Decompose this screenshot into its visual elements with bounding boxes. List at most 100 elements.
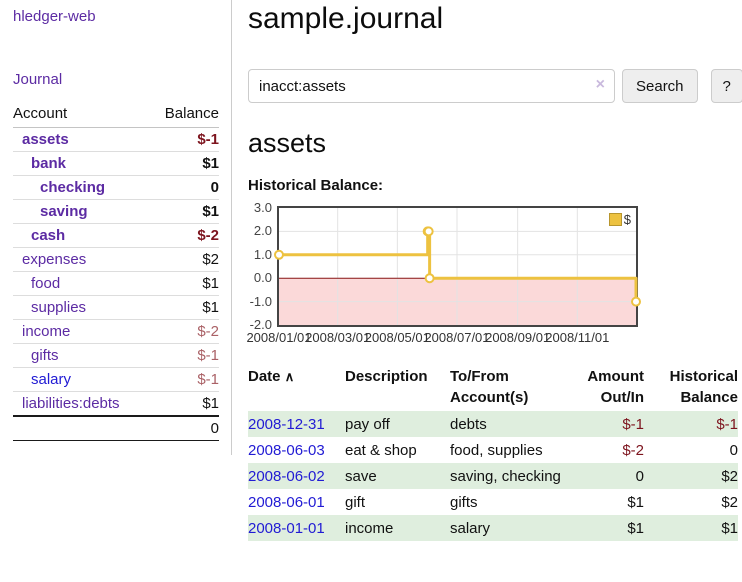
transaction-balance: $2	[721, 468, 738, 485]
account-link-bank[interactable]: bank	[31, 155, 67, 172]
account-balance: $-2	[151, 223, 219, 248]
x-axis-tick-label: 2008/09/01	[485, 330, 551, 345]
account-balance: $-1	[151, 367, 219, 392]
register-header-row: Date ∧ Description To/From Account(s) Am…	[248, 366, 738, 411]
account-row-gifts: gifts $-1	[13, 343, 219, 368]
search-button[interactable]: Search	[622, 69, 698, 103]
account-row-liabilities-debts: liabilities:debts $1	[13, 391, 219, 416]
account-row-checking: checking 0	[13, 175, 219, 200]
sidebar: hledger-web Journal Account Balance asse…	[0, 0, 232, 455]
account-balance: $1	[151, 151, 219, 176]
account-link-cash[interactable]: cash	[31, 227, 66, 244]
balance-column-header: Balance	[151, 105, 219, 128]
balance-column-header: Historical Balance	[669, 368, 738, 406]
account-link-assets[interactable]: assets	[22, 131, 69, 148]
help-button[interactable]: ?	[710, 69, 742, 103]
transaction-balance: $2	[721, 494, 738, 511]
search-input[interactable]	[248, 69, 615, 103]
account-row-bank: bank $1	[13, 151, 219, 176]
clear-search-icon[interactable]: ×	[595, 76, 605, 93]
account-link-expenses[interactable]: expenses	[22, 251, 87, 268]
account-balance: $1	[151, 271, 219, 296]
register-row: 2008-06-01 gift gifts $1 $2	[248, 489, 738, 515]
x-axis-tick-label: 2008/01/01	[246, 330, 312, 345]
sort-ascending-icon: ∧	[284, 369, 295, 384]
transaction-accounts: gifts	[450, 494, 478, 511]
account-row-salary: salary $-1	[13, 367, 219, 392]
register-table: Date ∧ Description To/From Account(s) Am…	[248, 366, 738, 541]
account-row-cash: cash $-2	[13, 223, 219, 248]
transaction-description: income	[345, 520, 394, 537]
account-balance: 0	[151, 175, 219, 200]
account-balance: $-2	[151, 319, 219, 344]
account-link-food[interactable]: food	[31, 275, 61, 292]
transaction-date-link[interactable]: 2008-06-01	[248, 494, 325, 511]
register-row: 2008-01-01 income salary $1 $1	[248, 515, 738, 541]
date-column-header[interactable]: Date ∧	[248, 368, 295, 385]
transaction-accounts: debts	[450, 416, 487, 433]
account-column-header: Account	[13, 105, 151, 128]
legend-label: $	[623, 212, 631, 227]
chart-plot-area: $	[274, 206, 641, 327]
account-link-liabilities-debts[interactable]: liabilities:debts	[22, 395, 120, 412]
transaction-amount: $-2	[622, 442, 644, 459]
main-content: sample.journal × Search ? assets Histori…	[246, 0, 742, 541]
account-row-supplies: supplies $1	[13, 295, 219, 320]
account-row-income: income $-2	[13, 319, 219, 344]
account-page-title: assets	[248, 128, 327, 158]
account-balance: $-1	[151, 127, 219, 152]
account-link-salary[interactable]: salary	[31, 371, 72, 388]
transaction-description: save	[345, 468, 377, 485]
account-balance: $1	[151, 391, 219, 416]
register-row: 2008-12-31 pay off debts $-1 $-1	[248, 411, 738, 437]
x-axis-tick-label: 2008/11/01	[545, 330, 610, 345]
transaction-date-link[interactable]: 2008-12-31	[248, 416, 325, 433]
transaction-accounts: saving, checking	[450, 468, 561, 485]
historical-balance-chart: $ 3.0 2.0 1.0 0.0 -1.0 -2.0 2008/01/01 2008/03/…	[246, 200, 742, 347]
x-axis-tick-label: 2008/05/01	[364, 330, 430, 345]
chart-canvas	[274, 208, 641, 325]
accounts-total-row: 0	[13, 415, 219, 441]
transaction-accounts: food, supplies	[450, 442, 543, 459]
transaction-accounts: salary	[450, 520, 491, 537]
x-axis-tick-label: 2008/07/01	[424, 330, 490, 345]
account-link-gifts[interactable]: gifts	[31, 347, 59, 364]
account-balance: $1	[151, 295, 219, 320]
transaction-balance: $-1	[716, 416, 738, 433]
account-link-saving[interactable]: saving	[40, 203, 88, 220]
accounts-total-value: 0	[151, 415, 219, 441]
y-axis-tick-label: -1.0	[249, 293, 272, 309]
search-input-wrapper: ×	[248, 69, 615, 103]
transaction-amount: $1	[627, 520, 644, 537]
search-form: × Search ?	[248, 69, 742, 103]
page-title: sample.journal	[248, 2, 444, 35]
account-link-income[interactable]: income	[22, 323, 71, 340]
amount-column-header: Amount Out/In	[587, 368, 644, 406]
register-row: 2008-06-02 save saving, checking 0 $2	[248, 463, 738, 489]
account-row-saving: saving $1	[13, 199, 219, 224]
transaction-date-link[interactable]: 2008-01-01	[248, 520, 325, 537]
transaction-balance: $1	[721, 520, 738, 537]
description-column-header: Description	[345, 368, 428, 385]
transaction-balance: 0	[729, 442, 738, 459]
accounts-column-header: To/From Account(s)	[450, 368, 529, 406]
transaction-description: pay off	[345, 416, 390, 433]
chart-legend: $	[606, 211, 633, 228]
account-balance: $2	[151, 247, 219, 272]
transaction-date-link[interactable]: 2008-06-03	[248, 442, 325, 459]
chart-title: Historical Balance:	[248, 177, 384, 194]
transaction-description: gift	[345, 494, 366, 511]
accounts-table: Account Balance assets $-1 bank $1 check…	[13, 105, 219, 441]
transaction-amount: $-1	[622, 416, 644, 433]
y-axis-tick-label: 2.0	[253, 223, 272, 239]
account-link-checking[interactable]: checking	[40, 179, 106, 196]
accounts-header-row: Account Balance	[13, 105, 219, 128]
transaction-date-link[interactable]: 2008-06-02	[248, 468, 325, 485]
sidebar-item-journal[interactable]: Journal	[13, 71, 63, 88]
y-axis-tick-label: 0.0	[253, 270, 272, 286]
account-link-supplies[interactable]: supplies	[31, 299, 87, 316]
transaction-amount: 0	[635, 468, 644, 485]
account-row-expenses: expenses $2	[13, 247, 219, 272]
account-row-assets: assets $-1	[13, 127, 219, 152]
app-title-link[interactable]: hledger-web	[13, 8, 96, 25]
